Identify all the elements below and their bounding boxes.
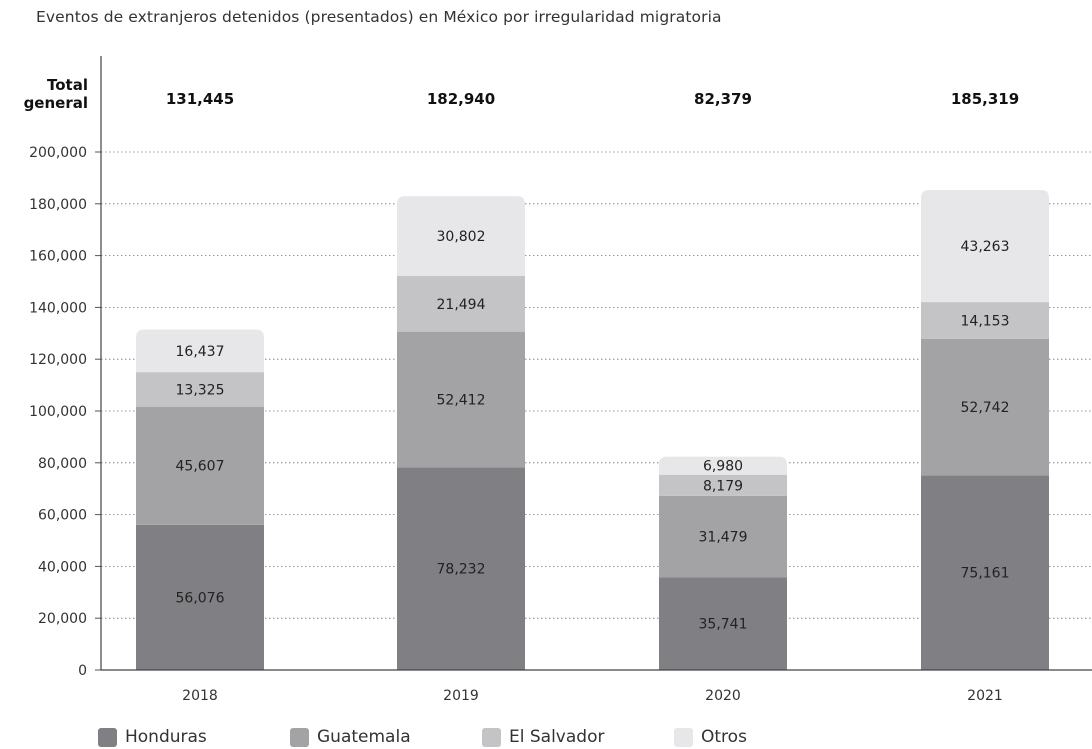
legend-label: Honduras (125, 727, 207, 747)
data-label: 45,607 (176, 459, 225, 475)
bar-segment-guatemala (136, 406, 264, 525)
legend-swatch (482, 727, 501, 747)
y-tick-label: 20,000 (38, 611, 87, 627)
bar-segment-otros (659, 456, 787, 475)
data-label: 52,742 (961, 400, 1010, 416)
bar-segment-guatemala (921, 338, 1049, 476)
legend-swatch (290, 727, 309, 747)
x-tick-label: 2019 (443, 688, 479, 704)
x-tick-label: 2018 (182, 688, 218, 704)
data-label: 16,437 (176, 344, 225, 360)
total-label: 185,319 (951, 90, 1019, 108)
stacked-bar-chart: 0 20,000 40,000 60,000 80,000 100,000 120,000 1… (24, 56, 1092, 704)
data-label: 13,325 (176, 382, 225, 398)
bar-segment-honduras (397, 467, 525, 670)
total-label: 131,445 (166, 90, 234, 108)
legend-item-otros: Otros (674, 727, 747, 747)
legend-label: Guatemala (317, 727, 411, 747)
legend: Honduras Guatemala El Salvador Otros (98, 727, 998, 749)
y-tick-label: 0 (78, 663, 87, 679)
y-tick-label: 100,000 (29, 404, 87, 420)
bar-segment-otros (136, 329, 264, 373)
y-tick-label: 80,000 (38, 456, 87, 472)
chart-title: Eventos de extranjeros detenidos (presen… (36, 8, 722, 26)
data-label: 35,741 (699, 617, 748, 633)
legend-item-honduras: Honduras (98, 727, 207, 747)
y-tick-label: 160,000 (29, 249, 87, 265)
bar-segment-el-salvador (659, 474, 787, 496)
data-label: 75,161 (961, 566, 1010, 582)
bar-segment-otros (397, 196, 525, 276)
data-label: 31,479 (699, 530, 748, 546)
y-tick-label: 40,000 (38, 559, 87, 575)
bar-segment-otros (921, 190, 1049, 303)
bar-segment-honduras (921, 475, 1049, 670)
bar-segment-guatemala (659, 495, 787, 578)
legend-label: El Salvador (509, 727, 605, 747)
bar-segment-honduras (136, 524, 264, 670)
bar-segment-el-salvador (136, 372, 264, 407)
data-label: 14,153 (961, 313, 1010, 329)
bar-segment-honduras (659, 577, 787, 670)
data-label: 43,263 (961, 239, 1010, 255)
legend-swatch (98, 727, 117, 747)
legend-label: Otros (701, 727, 747, 747)
bar-segment-guatemala (397, 331, 525, 468)
bar-segment-el-salvador (921, 302, 1049, 339)
total-label: 182,940 (427, 90, 495, 108)
data-label: 6,980 (703, 459, 743, 475)
legend-item-guatemala: Guatemala (290, 727, 411, 747)
y-tick-label: 120,000 (29, 352, 87, 368)
data-label: 21,494 (437, 297, 486, 313)
data-label: 78,232 (437, 562, 486, 578)
totals-header-line1: Total (47, 76, 88, 94)
data-label: 52,412 (437, 393, 486, 409)
y-tick-label: 60,000 (38, 508, 87, 524)
data-label: 30,802 (437, 229, 486, 245)
legend-swatch (674, 727, 693, 747)
bar-segment-el-salvador (397, 275, 525, 332)
total-label: 82,379 (694, 90, 752, 108)
data-label: 8,179 (703, 478, 743, 494)
totals-header-line2: general (24, 94, 88, 112)
y-tick-label: 200,000 (29, 145, 87, 161)
data-label: 56,076 (176, 590, 225, 606)
x-tick-label: 2020 (705, 688, 741, 704)
y-tick-label: 140,000 (29, 300, 87, 316)
y-tick-label: 180,000 (29, 197, 87, 213)
x-tick-label: 2021 (967, 688, 1003, 704)
legend-item-el-salvador: El Salvador (482, 727, 604, 747)
